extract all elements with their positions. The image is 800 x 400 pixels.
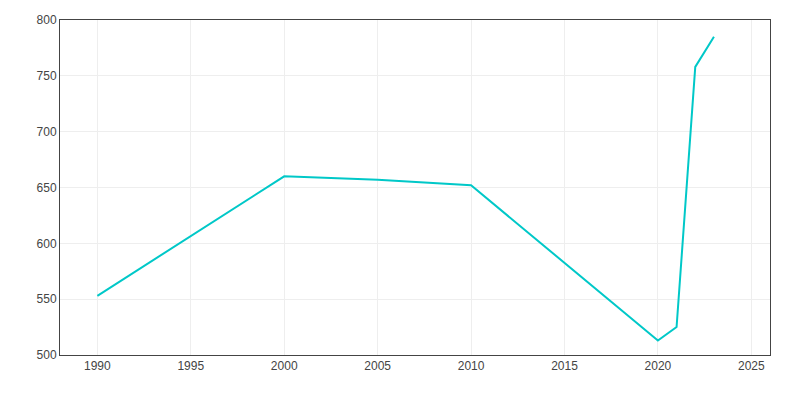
svg-text:1990: 1990 bbox=[84, 359, 111, 373]
svg-text:2005: 2005 bbox=[364, 359, 391, 373]
svg-text:500: 500 bbox=[37, 348, 57, 362]
svg-text:1995: 1995 bbox=[177, 359, 204, 373]
svg-text:750: 750 bbox=[37, 69, 57, 83]
svg-text:2020: 2020 bbox=[645, 359, 672, 373]
svg-text:2025: 2025 bbox=[738, 359, 765, 373]
svg-text:2010: 2010 bbox=[458, 359, 485, 373]
svg-text:700: 700 bbox=[37, 125, 57, 139]
svg-text:600: 600 bbox=[37, 237, 57, 251]
svg-text:2000: 2000 bbox=[271, 359, 298, 373]
svg-text:800: 800 bbox=[37, 13, 57, 27]
svg-text:550: 550 bbox=[37, 292, 57, 306]
svg-text:650: 650 bbox=[37, 181, 57, 195]
svg-text:2015: 2015 bbox=[551, 359, 578, 373]
